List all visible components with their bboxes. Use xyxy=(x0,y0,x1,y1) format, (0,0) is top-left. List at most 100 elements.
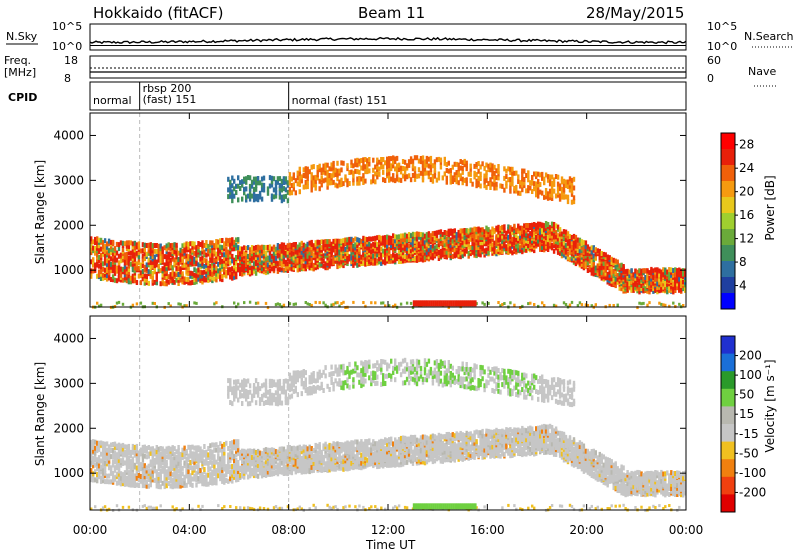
data-cell xyxy=(608,264,611,270)
data-cell xyxy=(469,236,472,242)
data-cell xyxy=(558,243,562,248)
data-cell xyxy=(213,251,216,257)
data-cell xyxy=(535,174,538,180)
data-cell xyxy=(101,467,105,473)
data-cell xyxy=(464,300,467,307)
data-cell xyxy=(546,177,550,183)
data-cell xyxy=(256,255,260,261)
data-cell xyxy=(115,265,119,271)
data-cell xyxy=(417,241,421,247)
data-cell xyxy=(153,477,156,483)
data-cell xyxy=(453,161,456,167)
data-cell xyxy=(179,250,182,256)
data-cell xyxy=(405,248,409,254)
data-cell xyxy=(338,304,341,308)
data-cell xyxy=(525,247,528,253)
data-cell xyxy=(129,261,133,267)
data-cell xyxy=(195,448,198,454)
data-cell xyxy=(424,300,427,307)
data-cell xyxy=(527,227,530,233)
data-cell xyxy=(246,263,250,269)
data-cell xyxy=(163,254,166,260)
data-cell xyxy=(163,275,166,280)
data-cell xyxy=(131,447,135,452)
data-cell xyxy=(507,246,510,252)
data-cell xyxy=(521,176,524,182)
data-cell xyxy=(209,274,212,280)
data-cell xyxy=(246,448,250,454)
data-cell xyxy=(266,186,270,192)
data-cell xyxy=(296,244,299,250)
data-cell xyxy=(546,195,550,201)
data-cell xyxy=(197,244,200,249)
data-cell xyxy=(161,468,164,474)
data-cell xyxy=(608,269,611,275)
data-cell xyxy=(457,162,460,168)
data-cell xyxy=(541,245,544,250)
data-cell xyxy=(459,228,462,234)
data-cell xyxy=(111,247,115,253)
data-cell xyxy=(533,303,536,306)
data-cell xyxy=(131,261,135,267)
data-cell xyxy=(159,254,162,260)
data-cell xyxy=(187,259,190,265)
data-cell xyxy=(451,253,454,259)
data-cell xyxy=(656,276,659,282)
data-cell xyxy=(596,248,599,254)
data-cell xyxy=(501,224,504,230)
data-cell xyxy=(556,174,560,180)
data-cell xyxy=(191,274,194,280)
data-cell xyxy=(394,156,397,162)
colorbar-tick-label: 24 xyxy=(739,161,754,175)
data-cell xyxy=(511,178,514,184)
data-cell xyxy=(286,252,290,258)
data-cell xyxy=(399,237,403,243)
data-cell xyxy=(229,193,232,199)
data-cell xyxy=(477,161,480,166)
data-cell xyxy=(376,245,379,251)
data-cell xyxy=(469,163,472,169)
data-cell xyxy=(243,381,246,387)
data-cell xyxy=(195,258,198,264)
data-cell xyxy=(165,266,168,271)
data-cell xyxy=(421,177,425,183)
data-cell xyxy=(541,301,544,305)
data-cell xyxy=(662,267,665,273)
data-cell xyxy=(501,303,504,306)
data-cell xyxy=(248,389,252,395)
data-cell xyxy=(562,187,566,193)
data-cell xyxy=(201,249,204,255)
data-cell xyxy=(94,439,97,445)
data-cell xyxy=(145,274,148,279)
data-cell xyxy=(213,480,216,486)
data-cell xyxy=(517,179,520,184)
data-cell xyxy=(614,279,617,285)
data-cell xyxy=(562,229,566,235)
data-cell xyxy=(145,465,148,471)
data-cell xyxy=(636,306,639,310)
data-cell xyxy=(290,190,294,196)
data-cell xyxy=(386,239,389,245)
data-cell xyxy=(401,166,405,171)
data-cell xyxy=(262,256,266,262)
data-cell xyxy=(183,483,186,488)
data-cell xyxy=(159,268,162,274)
data-cell xyxy=(193,473,196,479)
data-cell xyxy=(141,242,145,248)
data-cell xyxy=(229,441,232,446)
data-cell xyxy=(169,246,172,252)
data-cell xyxy=(284,187,288,193)
data-cell xyxy=(580,244,584,250)
data-cell xyxy=(195,273,198,279)
data-cell xyxy=(483,179,486,185)
data-cell xyxy=(195,456,198,462)
data-cell xyxy=(479,227,482,233)
data-cell xyxy=(278,303,282,307)
data-cell xyxy=(552,243,556,248)
data-cell xyxy=(121,481,125,487)
data-cell xyxy=(207,243,210,249)
data-cell xyxy=(447,232,450,238)
data-cell xyxy=(550,196,554,201)
data-cell xyxy=(248,448,252,454)
